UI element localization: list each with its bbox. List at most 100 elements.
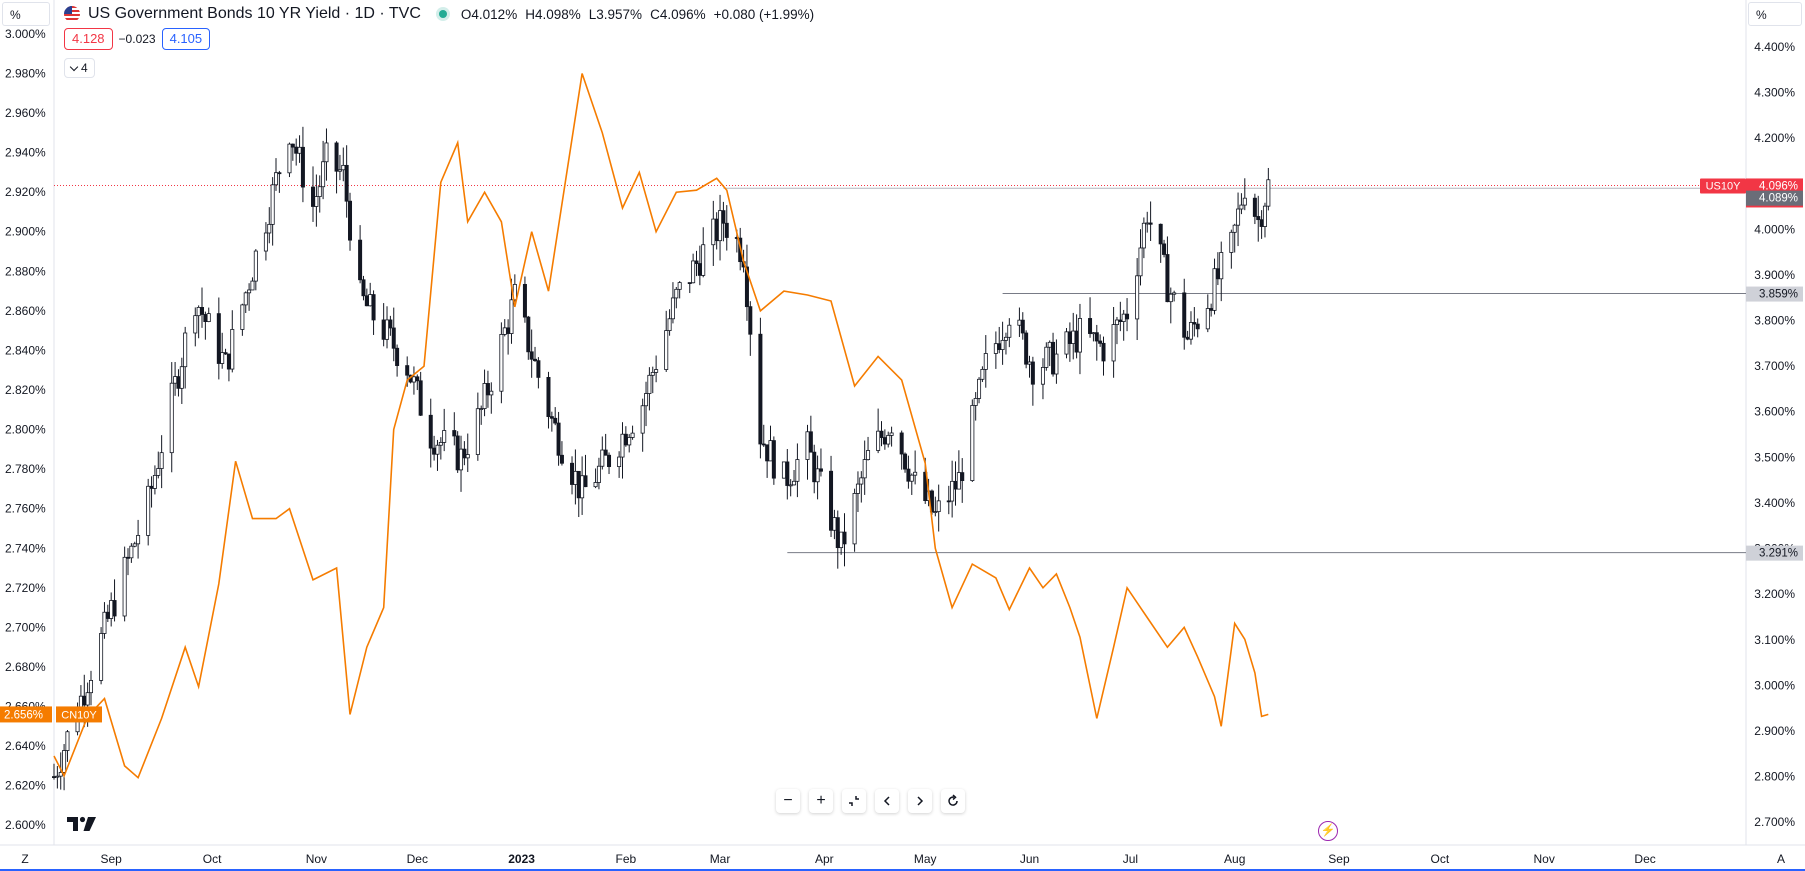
us10y-candle-body	[1192, 322, 1197, 325]
zoom-in-button[interactable]: +	[809, 789, 833, 813]
right-tick-label: 3.600%	[1754, 405, 1795, 419]
us10y-candle-body	[1125, 313, 1130, 320]
us10y-candle-body	[1020, 319, 1025, 334]
auto-scale-right-button[interactable]: A	[1771, 849, 1791, 869]
symbol-title[interactable]: US Government Bonds 10 YR Yield · 1D · T…	[88, 5, 421, 22]
us10y-candle-body	[909, 474, 914, 482]
us10y-candle-body	[835, 517, 840, 549]
reset-chart-button[interactable]	[941, 789, 965, 813]
us10y-candle-body	[1165, 254, 1170, 303]
us10y-candle-body	[267, 223, 272, 234]
us10y-candle-body	[913, 471, 918, 476]
us10y-candle-body	[250, 280, 255, 291]
us10y-candle-body	[829, 470, 834, 531]
bolt-icon[interactable]: ⚡	[1318, 821, 1338, 841]
us10y-tag-label: US10Y	[1706, 180, 1742, 192]
us10y-candle-body	[105, 611, 110, 619]
us10y-candle-body	[1017, 319, 1022, 326]
us10y-candle-body	[1145, 222, 1150, 225]
us10y-candle-body	[1007, 324, 1012, 338]
corner-arrows-icon	[849, 796, 859, 806]
left-corner-label: Z	[21, 852, 29, 866]
time-tick-label: Mar	[710, 852, 731, 866]
zoom-out-button[interactable]: −	[776, 789, 800, 813]
market-status-icon[interactable]	[438, 10, 447, 18]
us10y-candle-body	[533, 358, 538, 362]
time-tick-label: Sep	[1328, 852, 1350, 866]
us10y-candle-body	[529, 351, 534, 360]
us10y-candle-body	[156, 468, 161, 476]
us10y-candle-body	[1067, 331, 1072, 344]
scroll-left-button[interactable]	[875, 789, 899, 813]
right-corner-label: A	[1776, 852, 1785, 866]
us10y-candle-body	[1118, 319, 1123, 322]
ask-price[interactable]: 4.105	[161, 28, 211, 50]
us10y-candle-body	[230, 329, 235, 370]
left-axis-unit-box[interactable]: %	[2, 2, 50, 26]
us10y-candle-body	[1051, 341, 1056, 375]
reset-scale-button[interactable]	[842, 789, 866, 813]
chevron-right-icon	[917, 796, 924, 806]
us10y-candle-body	[687, 282, 692, 284]
us10y-candle-body	[371, 294, 376, 321]
left-tick-label: 2.780%	[5, 462, 46, 476]
indicators-toggle-button[interactable]: 4	[64, 58, 95, 78]
us10y-candle-body	[970, 405, 975, 482]
us10y-candle-body	[1185, 336, 1190, 340]
us10y-candle-body	[630, 432, 635, 438]
tradingview-logo[interactable]	[66, 814, 98, 834]
us10y-candle-body	[176, 376, 181, 389]
us10y-candle-body	[253, 250, 258, 282]
us10y-candle-body	[452, 430, 457, 437]
right-tick-label: 3.700%	[1754, 359, 1795, 373]
us10y-candle-body	[559, 454, 564, 464]
us10y-candle-body	[1205, 308, 1210, 330]
us10y-candle-body	[553, 417, 558, 424]
us10y-candle-body	[950, 480, 955, 502]
us10y-candle-body	[391, 327, 396, 349]
us10y-candle-body	[364, 295, 369, 307]
ohlc-low: L3.957%	[588, 6, 643, 22]
us10y-candle-body	[1064, 331, 1069, 355]
us10y-candle-body	[711, 218, 716, 246]
us10y-candle-body	[395, 347, 400, 366]
us10y-candle-body	[812, 451, 817, 483]
ohlc-change: +0.080 (+1.99%)	[713, 6, 815, 22]
us10y-candle-body	[993, 343, 998, 354]
us10y-candle-body	[694, 260, 699, 264]
us10y-candle-body	[459, 448, 464, 471]
auto-scale-left-button[interactable]: Z	[15, 849, 35, 869]
left-tick-label: 2.600%	[5, 818, 46, 832]
right-axis-unit-box[interactable]: %	[1748, 2, 1802, 26]
us10y-candle-body	[903, 453, 908, 470]
us10y-candle-body	[348, 200, 353, 241]
us10y-candle-body	[274, 172, 279, 186]
minus-icon: −	[783, 792, 793, 809]
us10y-candle-body	[381, 319, 386, 340]
us10y-candle-body	[761, 443, 766, 446]
scroll-right-button[interactable]	[908, 789, 932, 813]
us10y-candle-body	[1236, 208, 1241, 226]
us10y-candle-body	[973, 398, 978, 406]
us10y-candle-body	[223, 352, 228, 355]
us10y-candle-body	[667, 318, 672, 331]
us10y-candle-body	[1172, 292, 1177, 295]
us10y-candle-body	[953, 480, 958, 490]
us10y-candle-body	[506, 327, 511, 334]
us10y-candle-body	[287, 143, 292, 174]
right-tick-label: 3.900%	[1754, 268, 1795, 282]
us10y-candle-body	[718, 210, 723, 242]
us10y-candle-body	[1088, 318, 1093, 334]
us10y-candle-body	[368, 294, 373, 307]
quote-row: 4.128 −0.023 4.105	[64, 28, 211, 50]
us10y-candle-body	[697, 263, 702, 276]
us10y-tag-badge	[1700, 178, 1746, 194]
us10y-candle-body	[85, 692, 90, 706]
us10y-candle-body	[1215, 268, 1220, 280]
spread-value: −0.023	[118, 32, 156, 46]
bid-price[interactable]: 4.128	[64, 28, 113, 50]
us10y-candle-body	[1158, 223, 1163, 245]
us10y-candle-body	[650, 371, 655, 376]
us10y-candle-body	[311, 186, 316, 207]
